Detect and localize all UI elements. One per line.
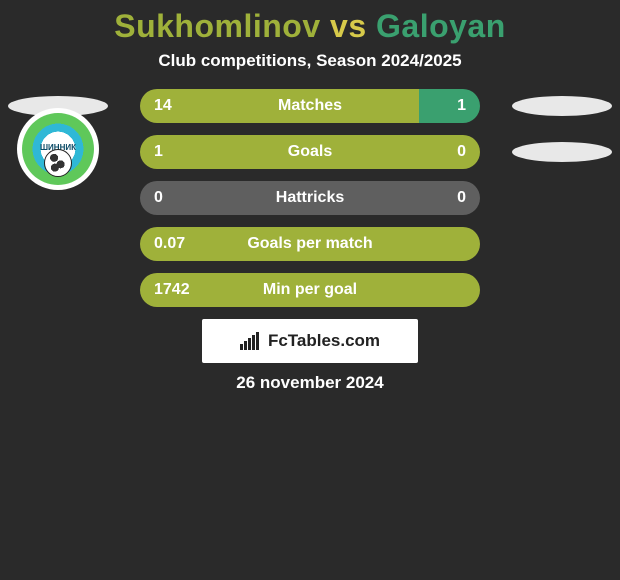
player2-avatar-placeholder — [512, 142, 612, 162]
stat-row: 1742 Min per goal — [0, 273, 620, 307]
stat-row: ШИННИК19571Goals0 — [0, 135, 620, 169]
stat-bar: 0.07 Goals per match — [140, 227, 480, 261]
branding-text: FcTables.com — [268, 331, 380, 351]
stat-label: Min per goal — [263, 281, 357, 299]
subtitle: Club competitions, Season 2024/2025 — [0, 51, 620, 71]
bars-icon — [240, 332, 262, 350]
stat-right-value: 0 — [457, 143, 466, 161]
vs-label: vs — [330, 8, 367, 44]
stat-bar-right-fill — [419, 89, 480, 123]
page-title: Sukhomlinov vs Galoyan — [0, 8, 620, 45]
stat-label: Hattricks — [276, 189, 344, 207]
comparison-infographic: Sukhomlinov vs Galoyan Club competitions… — [0, 0, 620, 393]
stat-bar: 14 Matches 1 — [140, 89, 480, 123]
date-label: 26 november 2024 — [0, 373, 620, 393]
stat-left-value: 14 — [154, 97, 172, 115]
player2-name: Galoyan — [376, 8, 506, 44]
stat-row: 0.07 Goals per match — [0, 227, 620, 261]
stat-bar: 1 Goals 0 — [140, 135, 480, 169]
stat-right-value: 0 — [457, 189, 466, 207]
stat-left-value: 0.07 — [154, 235, 185, 253]
branding-badge: FcTables.com — [202, 319, 418, 363]
stat-left-value: 1742 — [154, 281, 190, 299]
player2-avatar-placeholder — [512, 96, 612, 116]
stat-row: 0 Hattricks 0 — [0, 181, 620, 215]
stat-bar: 1742 Min per goal — [140, 273, 480, 307]
stat-right-value: 1 — [457, 97, 466, 115]
stat-label: Goals — [288, 143, 332, 161]
stat-label: Matches — [278, 97, 342, 115]
player1-name: Sukhomlinov — [114, 8, 320, 44]
stat-rows: 14Matches1ШИННИК19571Goals00Hattricks00.… — [0, 89, 620, 307]
stat-label: Goals per match — [247, 235, 372, 253]
stat-bar: 0 Hattricks 0 — [140, 181, 480, 215]
stat-left-value: 0 — [154, 189, 163, 207]
stat-left-value: 1 — [154, 143, 163, 161]
